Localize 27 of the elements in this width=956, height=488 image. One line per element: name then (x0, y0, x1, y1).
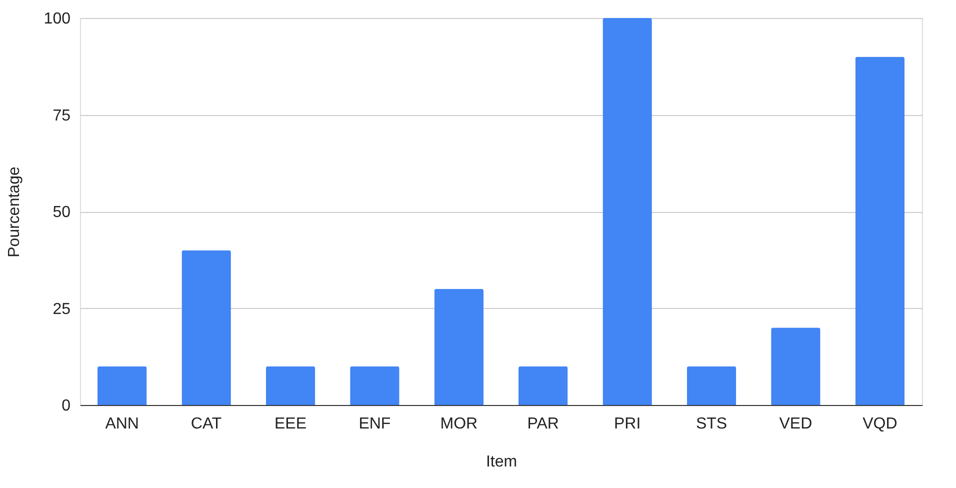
x-tick-label: PAR (527, 416, 559, 432)
bar (686, 366, 736, 405)
x-tick-label: CAT (190, 416, 222, 432)
x-tick-label: ENF (358, 416, 391, 432)
y-tick-label: 75 (52, 107, 71, 124)
bar (771, 328, 820, 405)
x-tick-label: ANN (105, 416, 139, 432)
x-tick-label: PRI (614, 416, 641, 432)
x-tick-label: VQD (862, 416, 898, 432)
bar (350, 366, 400, 405)
y-tick-label: 100 (44, 10, 71, 28)
y-axis-title: Pourcentage (6, 166, 23, 258)
y-tick-label: 0 (62, 398, 71, 414)
x-tick-label: STS (696, 416, 728, 432)
x-tick-label: VED (779, 416, 812, 432)
bar (518, 366, 568, 405)
x-tick-label: EEE (274, 416, 307, 432)
bar (182, 250, 231, 405)
bar (855, 56, 905, 405)
bar (602, 18, 652, 405)
bar (266, 366, 316, 405)
bar (434, 288, 484, 405)
bar (97, 366, 147, 405)
x-tick-label: MOR (440, 416, 478, 432)
y-tick-label: 25 (52, 300, 71, 318)
x-axis-title: Item (486, 454, 518, 470)
y-tick-label: 50 (52, 204, 71, 221)
